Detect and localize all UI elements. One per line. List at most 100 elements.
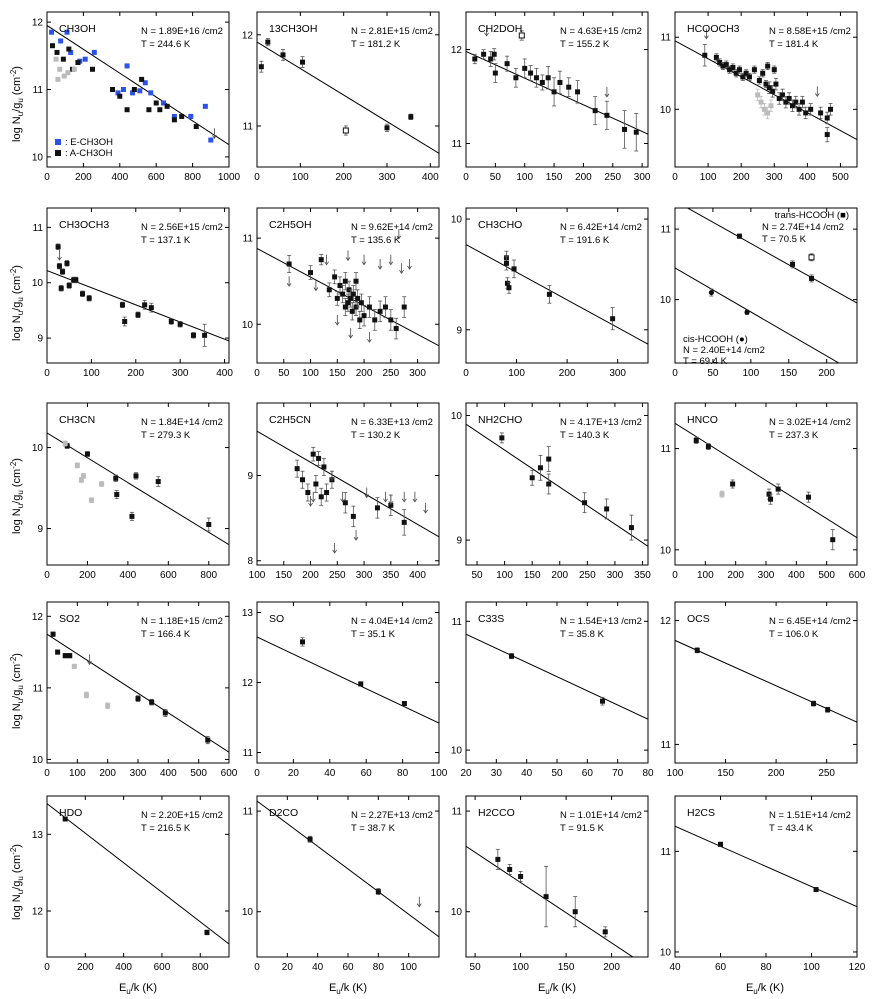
- upper-limit-head: [345, 257, 351, 262]
- panel-title: NH2CHO: [478, 414, 522, 426]
- data-point: [509, 653, 514, 659]
- x-tick-label: 100: [508, 368, 525, 379]
- data-point: [113, 475, 119, 481]
- y-tick-label: 9: [456, 536, 462, 547]
- panel-ocs: 100 150 200 250 11 12 OCS N = 6.45E+14 /cm2 T = …: [660, 601, 858, 779]
- data-point: [813, 887, 819, 893]
- data-point: [388, 317, 394, 323]
- y-tick-label: 10: [660, 295, 672, 306]
- upper-limit-head: [704, 35, 709, 40]
- x-tick-label: 300: [172, 368, 189, 379]
- upper-limit-head: [814, 93, 820, 98]
- y-tick-label: 11: [661, 225, 672, 236]
- data-point: [105, 703, 111, 709]
- data-point: [190, 332, 196, 338]
- x-tick-label: 0: [44, 368, 50, 379]
- x-tick-label: 100: [400, 962, 417, 973]
- data-point: [114, 492, 120, 498]
- plot-area: [47, 803, 229, 945]
- cis-n-text: N = 2.40E+14 /cm2: [683, 345, 765, 356]
- data-point: [80, 291, 86, 297]
- data-point: [793, 99, 799, 105]
- data-point: [503, 260, 509, 266]
- data-point: [202, 103, 208, 109]
- data-point: [179, 113, 185, 119]
- data-point: [504, 61, 510, 67]
- panel-t-text: T = 181.2 K: [351, 39, 401, 50]
- x-tick-label: 600: [154, 962, 171, 973]
- data-point: [783, 99, 789, 105]
- data-point: [557, 79, 563, 85]
- y-tick-label: 11: [33, 223, 44, 234]
- x-tick-label: 400: [216, 368, 233, 379]
- x-tick-label: 250: [329, 570, 346, 581]
- data-point: [135, 696, 141, 702]
- data-point: [148, 90, 154, 96]
- data-point: [702, 52, 708, 58]
- x-tick-label: 0: [44, 570, 50, 581]
- data-point: [119, 302, 125, 308]
- upper-limit-head: [401, 498, 407, 503]
- data-point: [780, 92, 786, 98]
- data-point: [49, 43, 55, 49]
- x-tick-label: 250: [818, 768, 835, 779]
- panel-n-text: N = 1.54E+13 /cm2: [560, 616, 642, 627]
- x-tick-label: 50: [470, 962, 482, 973]
- panel-c2h5oh: 0 50 100 150 200 250 300 10 11 C2H5OH N = 9.62E+14…: [242, 207, 440, 379]
- panel-frame: [46, 402, 230, 566]
- upper-limit-head: [407, 265, 412, 270]
- data-point: [720, 63, 726, 69]
- panel-n-text: N = 4.63E+15 /cm2: [560, 26, 642, 37]
- x-tick-label: 50: [490, 172, 502, 183]
- panel-frame: [46, 207, 230, 364]
- data-point: [713, 54, 719, 60]
- x-tick-label: 250: [382, 368, 399, 379]
- x-tick-label: 200: [768, 768, 785, 779]
- data-point: [384, 125, 390, 131]
- x-tick-label: 0: [44, 768, 50, 779]
- upper-limit-head: [57, 256, 62, 261]
- y-tick-label: 10: [660, 545, 672, 556]
- panel-n-text: N = 2.27E+13 /cm2: [351, 810, 433, 821]
- data-point: [575, 89, 581, 95]
- y-tick-label: 12: [32, 907, 44, 918]
- x-tick-label: 500: [818, 570, 835, 581]
- x-axis-label-col-1: Eu/k (K): [119, 982, 157, 996]
- x-tick-label: 400: [160, 768, 177, 779]
- panel-h2cco: 50 100 150 200 10 11 H2CCO N = 1.01E+14 /cm2 T =…: [451, 795, 649, 973]
- data-point: [355, 295, 361, 301]
- x-tick-label: 400: [409, 570, 426, 581]
- data-point: [294, 466, 300, 472]
- data-point: [60, 56, 66, 62]
- data-point: [86, 295, 92, 301]
- x-tick-label: 40: [324, 768, 336, 779]
- panel-title: HDO: [59, 807, 82, 819]
- data-point: [280, 52, 286, 58]
- y-tick-label: 11: [33, 85, 44, 96]
- panel-title: C2H5CN: [269, 414, 311, 426]
- data-point: [633, 129, 639, 135]
- panel-t-text: T = 91.5 K: [560, 823, 605, 834]
- fit-line: [47, 633, 229, 753]
- x-tick-label: 150: [558, 962, 575, 973]
- data-point: [188, 113, 194, 119]
- data-point: [171, 117, 177, 123]
- data-point: [208, 137, 214, 143]
- data-point: [824, 115, 830, 121]
- x-tick-label: 100: [512, 962, 529, 973]
- x-tick-label: 300: [766, 172, 783, 183]
- y-tick-label: 10: [242, 907, 254, 918]
- panel-t-text: T = 137.1 K: [141, 235, 191, 246]
- fit-line: [47, 25, 229, 146]
- panel-frame: [465, 11, 649, 168]
- plot-area: [466, 845, 634, 957]
- data-point: [162, 710, 168, 716]
- panel-n-text: N = 4.04E+14 /cm2: [351, 616, 433, 627]
- x-tick-label: 200: [77, 962, 94, 973]
- data-point: [49, 29, 55, 35]
- x-tick-label: 40: [521, 768, 533, 779]
- x-axis-label-col-3: Eu/k (K): [538, 982, 576, 996]
- data-point: [345, 300, 351, 306]
- data-point: [361, 313, 367, 319]
